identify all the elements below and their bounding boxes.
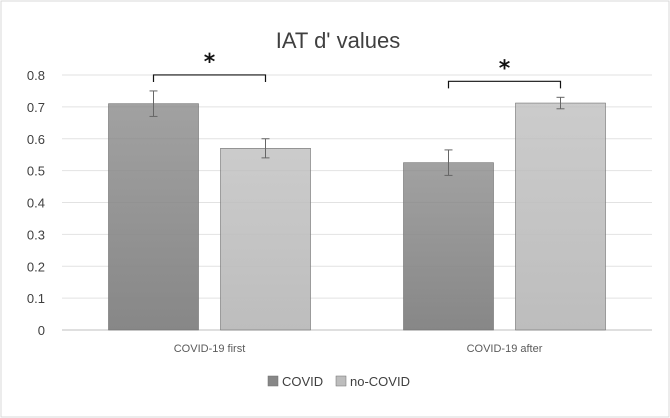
bar-covid-0 bbox=[108, 103, 199, 331]
x-category-label: COVID-19 first bbox=[174, 343, 246, 355]
legend: COVID no-COVID bbox=[267, 374, 410, 389]
significance-star: * bbox=[499, 56, 511, 81]
y-tick-label: 0.4 bbox=[27, 196, 45, 211]
y-axis-tick-labels: 0 0.1 0.2 0.3 0.4 0.5 0.6 0.7 0.8 bbox=[27, 68, 45, 338]
x-category-label: COVID-19 after bbox=[467, 343, 543, 355]
significance-bracket bbox=[152, 74, 267, 82]
significance-bracket bbox=[447, 80, 562, 89]
legend-swatch-covid bbox=[267, 375, 279, 387]
legend-label: no-COVID bbox=[350, 374, 410, 389]
legend-label: COVID bbox=[282, 374, 323, 389]
bars bbox=[108, 102, 606, 331]
y-tick-label: 0.7 bbox=[27, 100, 45, 115]
y-tick-label: 0.5 bbox=[27, 164, 45, 179]
bar-no-covid-1 bbox=[515, 102, 606, 331]
y-tick-label: 0.6 bbox=[27, 132, 45, 147]
significance-annotations: * * bbox=[152, 50, 562, 89]
y-tick-label: 0.1 bbox=[27, 291, 45, 306]
significance-star: * bbox=[204, 50, 216, 75]
y-tick-label: 0 bbox=[38, 323, 45, 338]
x-axis-category-labels: COVID-19 first COVID-19 after bbox=[174, 343, 543, 355]
chart-title: IAT d' values bbox=[276, 28, 400, 53]
y-tick-label: 0.8 bbox=[27, 68, 45, 83]
legend-swatch-no-covid bbox=[335, 375, 347, 387]
bar-no-covid-0 bbox=[220, 148, 311, 331]
bar-covid-1 bbox=[403, 162, 494, 331]
error-bars bbox=[149, 90, 565, 176]
y-tick-label: 0.2 bbox=[27, 259, 45, 274]
y-tick-label: 0.3 bbox=[27, 227, 45, 242]
